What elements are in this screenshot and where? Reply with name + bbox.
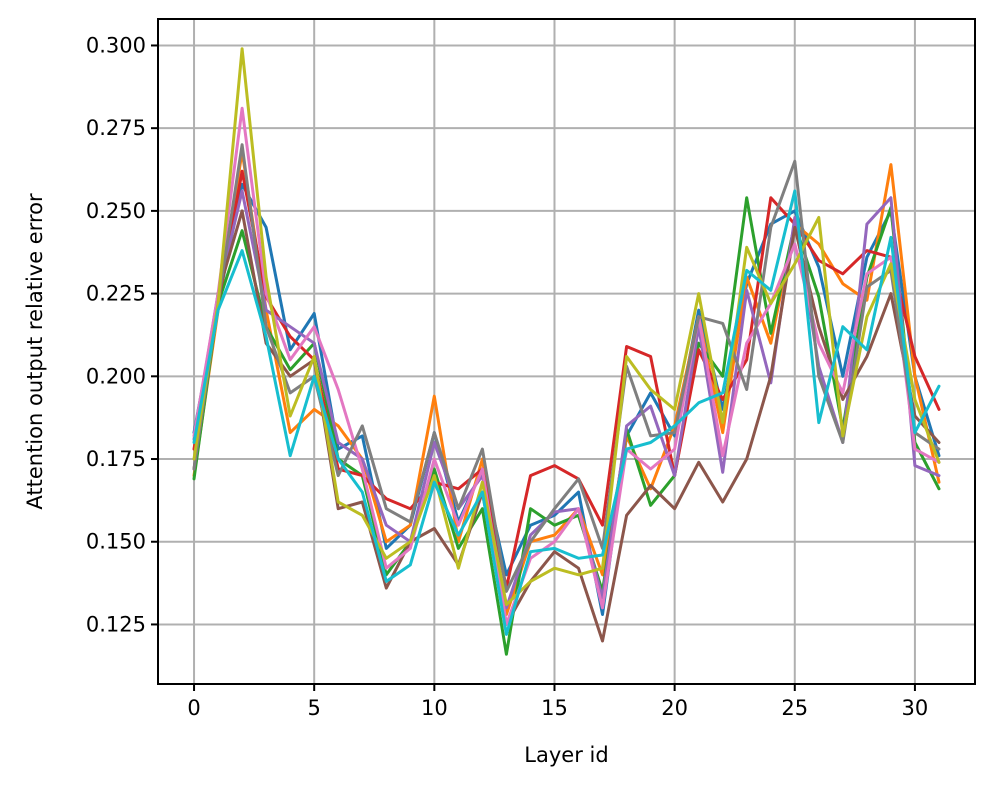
x-tick-label: 15 — [541, 696, 568, 720]
x-axis-label: Layer id — [524, 743, 608, 767]
x-tick-label: 30 — [902, 696, 929, 720]
ticks: 0 5 10 15 20 25 30 0.125 0.150 0.175 0.200 0.225 0.2… — [86, 33, 928, 720]
x-tick-label: 25 — [781, 696, 808, 720]
x-tick-label: 5 — [308, 696, 321, 720]
series-line-10 — [192, 189, 941, 636]
series-group — [192, 47, 941, 656]
x-tick-label: 20 — [661, 696, 688, 720]
grid — [158, 19, 975, 684]
y-axis-label: Attention output relative error — [23, 193, 47, 510]
y-tick-label: 0.125 — [86, 612, 146, 636]
series-line-7 — [192, 106, 941, 626]
x-tick-label: 0 — [187, 696, 200, 720]
y-tick-label: 0.150 — [86, 530, 146, 554]
y-tick-label: 0.200 — [86, 364, 146, 388]
series-line-9 — [192, 47, 941, 607]
y-tick-label: 0.275 — [86, 116, 146, 140]
y-tick-label: 0.300 — [86, 33, 146, 57]
series-line-6 — [192, 209, 941, 643]
y-tick-label: 0.175 — [86, 447, 146, 471]
y-tick-label: 0.225 — [86, 282, 146, 306]
plot-frame — [157, 18, 976, 685]
series-line-2 — [192, 149, 941, 616]
y-tick-label: 0.250 — [86, 199, 146, 223]
x-tick-label: 10 — [421, 696, 448, 720]
